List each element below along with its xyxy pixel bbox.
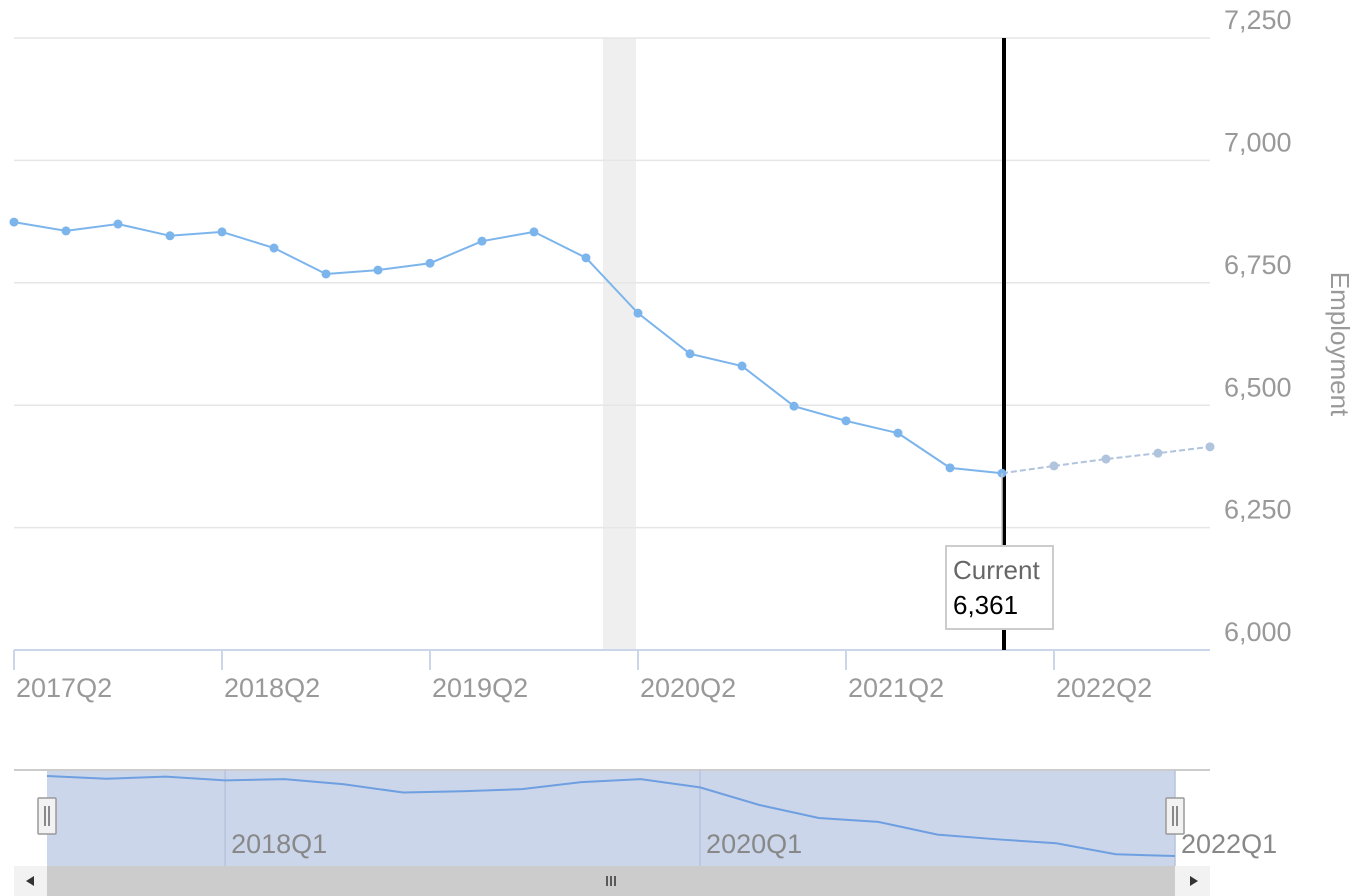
scroll-left <box>26 876 34 886</box>
series-point <box>1101 454 1111 464</box>
series-point <box>1205 442 1215 452</box>
navigator-label: 2022Q1 <box>1181 829 1277 859</box>
x-tick-label: 2017Q2 <box>16 673 112 703</box>
series-point <box>1049 461 1059 471</box>
series-point <box>9 217 19 227</box>
tooltip-box <box>945 545 1054 630</box>
series-point <box>789 401 799 411</box>
series-point <box>321 269 331 279</box>
y-tick-label: 6,000 <box>1224 617 1292 647</box>
series-point <box>477 236 487 246</box>
series-point <box>217 227 227 237</box>
navigator-handle <box>1165 797 1185 835</box>
series-point <box>529 227 539 237</box>
series-point <box>425 258 435 268</box>
tooltip-title: Current <box>953 555 1040 585</box>
y-tick-label: 6,500 <box>1224 372 1292 402</box>
series-point <box>685 349 695 359</box>
series-point <box>737 361 747 371</box>
navigator-mask <box>47 770 1175 866</box>
series-point <box>373 265 383 275</box>
x-tick-label: 2018Q2 <box>224 673 320 703</box>
x-tick-label: 2019Q2 <box>432 673 528 703</box>
y-tick-label: 6,750 <box>1224 250 1292 280</box>
series-point <box>841 416 851 426</box>
series-point <box>581 253 591 263</box>
y-tick-label: 7,250 <box>1224 5 1292 35</box>
navigator-line <box>46 775 1176 857</box>
series-point <box>61 226 71 236</box>
series-line <box>1053 445 1211 467</box>
navigator-handle <box>37 797 57 835</box>
x-tick-label: 2020Q2 <box>640 673 736 703</box>
series-point <box>269 243 279 253</box>
series-point <box>893 428 903 438</box>
series-point <box>633 308 643 318</box>
y-axis-title: Employment <box>1325 272 1352 417</box>
x-tick-label: 2022Q2 <box>1056 673 1152 703</box>
series-line <box>13 221 1003 475</box>
series-point <box>165 231 175 241</box>
series-point <box>945 463 955 473</box>
y-tick-label: 7,000 <box>1224 128 1292 158</box>
series-point <box>113 219 123 229</box>
navigator-label: 2018Q1 <box>231 829 327 859</box>
y-tick-label: 6,250 <box>1224 495 1292 525</box>
x-tick-label: 2021Q2 <box>848 673 944 703</box>
tooltip-value: 6,361 <box>953 590 1018 620</box>
navigator-label: 2020Q1 <box>706 829 802 859</box>
scroll-right <box>1190 876 1198 886</box>
series-point <box>1153 448 1163 458</box>
forecast-connector <box>1001 464 1055 475</box>
recession-band <box>603 38 636 650</box>
